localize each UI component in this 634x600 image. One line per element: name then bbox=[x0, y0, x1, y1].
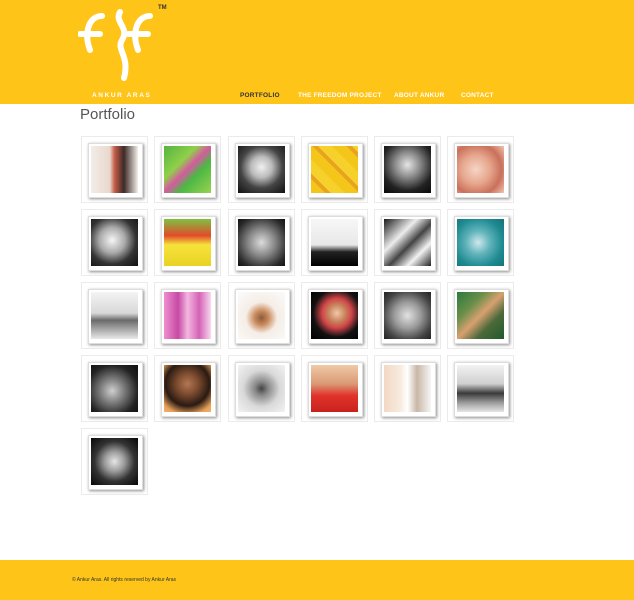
child-back-photo bbox=[164, 365, 211, 412]
gallery-thumbnail[interactable] bbox=[81, 282, 148, 349]
logo-icon[interactable] bbox=[78, 6, 168, 82]
site-footer: © Ankur Aras. All rights reserved by Ank… bbox=[0, 560, 634, 600]
bw-tree-silhouette-photo bbox=[311, 219, 358, 266]
gallery-thumbnail[interactable] bbox=[301, 282, 368, 349]
bw-baby-held-photo bbox=[238, 219, 285, 266]
bw-laughing-child-photo bbox=[91, 219, 138, 266]
main-nav: PORTFOLIO THE FREEDOM PROJECT ABOUT ANKU… bbox=[0, 92, 634, 102]
bw-mother-child-photo bbox=[91, 438, 138, 485]
gallery-thumbnail[interactable] bbox=[81, 428, 148, 495]
bw-crying-child-photo bbox=[384, 146, 431, 193]
gallery-thumbnail[interactable] bbox=[81, 136, 148, 203]
nav-item-about-ankur[interactable]: ABOUT ANKUR bbox=[394, 92, 445, 99]
yellow-green-table-photo bbox=[164, 219, 211, 266]
pink-girl-photo bbox=[164, 292, 211, 339]
girl-dark-bg-photo bbox=[311, 292, 358, 339]
gallery-thumbnail[interactable] bbox=[228, 209, 295, 276]
gallery-thumbnail[interactable] bbox=[81, 355, 148, 422]
gallery-thumbnail[interactable] bbox=[228, 136, 295, 203]
bw-hands-closeup-photo bbox=[384, 292, 431, 339]
gallery-thumbnail[interactable] bbox=[154, 355, 221, 422]
red-shirt-child-photo bbox=[311, 365, 358, 412]
kiss-photo bbox=[91, 146, 138, 193]
gallery-thumbnail[interactable] bbox=[447, 209, 514, 276]
nav-item-contact[interactable]: CONTACT bbox=[461, 92, 494, 99]
gallery-thumbnail[interactable] bbox=[154, 209, 221, 276]
gallery-thumbnail[interactable] bbox=[447, 355, 514, 422]
gallery-thumbnail[interactable] bbox=[447, 136, 514, 203]
site-header: TM ANKUR ARAS PORTFOLIO THE FREEDOM PROJ… bbox=[0, 0, 634, 104]
gallery-thumbnail[interactable] bbox=[374, 355, 441, 422]
grandmother-child-photo bbox=[384, 365, 431, 412]
gallery-thumbnail[interactable] bbox=[301, 209, 368, 276]
gallery-thumbnail[interactable] bbox=[301, 355, 368, 422]
gallery-thumbnail[interactable] bbox=[374, 282, 441, 349]
gallery-thumbnail[interactable] bbox=[374, 136, 441, 203]
page-title: Portfolio bbox=[80, 106, 136, 123]
baby-feet-photo bbox=[457, 146, 504, 193]
bw-group-photo bbox=[457, 365, 504, 412]
nav-item-freedom-project[interactable]: THE FREEDOM PROJECT bbox=[298, 92, 382, 99]
bw-interior-photo bbox=[91, 292, 138, 339]
gallery-thumbnail[interactable] bbox=[81, 209, 148, 276]
yellow-collage-photo bbox=[311, 146, 358, 193]
gallery-thumbnail[interactable] bbox=[228, 355, 295, 422]
gallery-thumbnail[interactable] bbox=[154, 136, 221, 203]
nav-item-portfolio[interactable]: PORTFOLIO bbox=[240, 92, 280, 99]
trademark-badge: TM bbox=[158, 5, 167, 11]
bw-hands-photo bbox=[384, 219, 431, 266]
green-kids-photo bbox=[164, 146, 211, 193]
bw-hand-photo bbox=[91, 365, 138, 412]
father-child-photo bbox=[238, 292, 285, 339]
gallery-thumbnail[interactable] bbox=[301, 136, 368, 203]
gallery-thumbnail[interactable] bbox=[228, 282, 295, 349]
gallery-thumbnail[interactable] bbox=[374, 209, 441, 276]
copyright-text: © Ankur Aras. All rights reserved by Ank… bbox=[72, 577, 177, 583]
teal-hand-photo bbox=[457, 219, 504, 266]
gallery-thumbnail[interactable] bbox=[447, 282, 514, 349]
playground-photo bbox=[457, 292, 504, 339]
bw-screaming-child-photo bbox=[238, 365, 285, 412]
bw-child-arms-up-photo bbox=[238, 146, 285, 193]
gallery-thumbnail[interactable] bbox=[154, 282, 221, 349]
brand-name: ANKUR ARAS bbox=[92, 92, 152, 99]
